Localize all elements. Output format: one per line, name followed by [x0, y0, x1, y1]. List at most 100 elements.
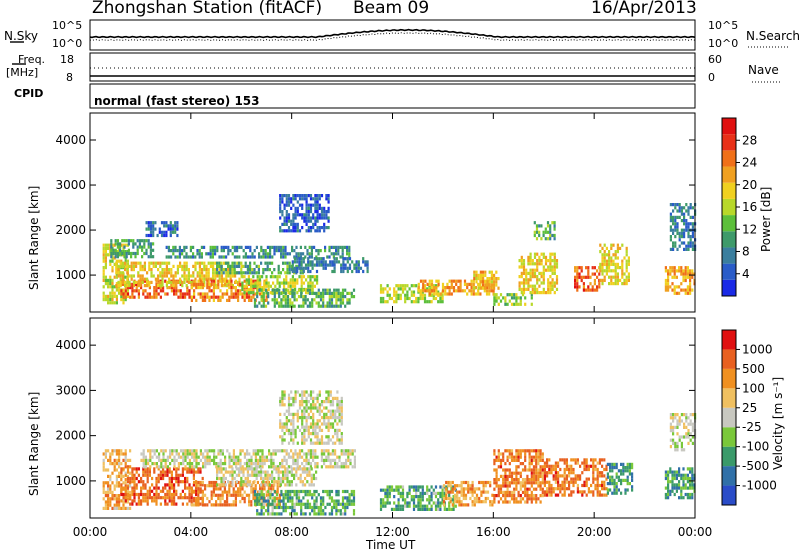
panel0-region-21: [669, 203, 697, 251]
xtick-label-1: 04:00: [174, 525, 209, 539]
panel0-colorbar-seg-4: [722, 215, 736, 232]
freq-label: Freq.: [18, 53, 46, 66]
freq-tick-bottom: 8: [66, 71, 73, 84]
panel0-region-15: [493, 293, 533, 306]
panel1-colorbar-seg-6: [722, 368, 736, 389]
panel0-cbtick-label-1: 8: [742, 245, 750, 259]
panel1-region-8: [442, 480, 494, 507]
panel0-ytick-label-0: 1000: [55, 268, 86, 282]
panel0-colorbar-seg-8: [722, 150, 736, 167]
cpid-label: CPID: [14, 87, 44, 100]
nsearch-trace: [89, 32, 696, 41]
panel1-region-11: [606, 462, 634, 495]
panel1-colorbar-seg-7: [722, 349, 736, 369]
panel1-colorbar-seg-5: [722, 388, 736, 408]
panel1-region-6: [253, 489, 356, 516]
panel1-region-12: [664, 467, 696, 500]
panel0-region-11: [291, 257, 369, 274]
nsky-trace: [89, 28, 696, 39]
nave-label: Nave: [748, 63, 779, 77]
panel0-colorbar-seg-0: [722, 279, 736, 296]
beam-label: Beam 09: [353, 0, 430, 18]
panel0-region-20: [664, 266, 696, 295]
panel1-cbtick-label-4: -25: [742, 420, 762, 434]
station-title: Zhongshan Station (fitACF): [92, 0, 323, 18]
panel1-region-4: [216, 467, 318, 487]
freq-panel-frame: [89, 52, 696, 82]
panel0-region-6: [165, 245, 351, 259]
cpid-panel-frame: [89, 83, 696, 109]
nsky-tick-top: 10^5: [52, 19, 83, 32]
panel0-region-4: [145, 221, 179, 238]
panel0-region-18: [574, 266, 601, 292]
date-label: 16/Apr/2013: [591, 0, 697, 18]
panel0-region-14: [473, 270, 500, 290]
panel1-colorbar-frame: [721, 329, 737, 506]
panel0-region-9: [253, 288, 356, 308]
panel1-region-5: [279, 390, 343, 445]
panel1-region-13: [669, 413, 697, 452]
panel0-colorbar-seg-10: [722, 118, 736, 135]
panel0-region-7: [216, 261, 304, 275]
panel0-colorbar-seg-3: [722, 231, 736, 248]
xtick-label-6: 00:00: [678, 525, 713, 539]
xtick-label-5: 20:00: [577, 525, 612, 539]
freq-tick-top: 18: [60, 53, 74, 66]
xtick-label-3: 12:00: [375, 525, 410, 539]
panel1-cbtick-label-7: -1000: [742, 479, 777, 493]
xtick-label-4: 16:00: [476, 525, 511, 539]
panel0-ytick-label-2: 3000: [55, 178, 86, 192]
panel1-colorbar-seg-8: [722, 330, 736, 350]
panel1-cbtick-label-3: 25: [742, 401, 757, 415]
nsky-right-tick-top: 10^5: [708, 19, 739, 32]
panel0-cbtick-label-0: 4: [742, 267, 750, 281]
panel0-cbtick-label-6: 28: [742, 133, 757, 147]
panel0-colorbar-seg-9: [722, 134, 736, 151]
panel0-colorbar-seg-2: [722, 247, 736, 264]
freq-unit: [MHz]: [6, 66, 39, 79]
nsky-tick-bottom: 10^0: [52, 37, 83, 50]
nsearch-label: N.Search: [746, 29, 800, 43]
panel1-colorbar-seg-0: [722, 485, 736, 505]
nsky-label: N.Sky: [4, 29, 39, 43]
panel1-cbtick-label-6: -500: [742, 459, 769, 473]
panel1-cbtick-label-0: 1000: [742, 342, 773, 356]
panel1-cbtick-label-2: 100: [742, 381, 765, 395]
panel0-cbtick-label-4: 20: [742, 178, 757, 192]
nsky-right-tick-bottom: 10^0: [708, 37, 739, 50]
panel0-region-3: [110, 239, 155, 259]
panel0-ytick-label-3: 4000: [55, 133, 86, 147]
panel0-colorbar-seg-5: [722, 198, 736, 216]
xtick-label-2: 08:00: [274, 525, 309, 539]
time-axis-label: Time UT: [366, 538, 416, 552]
panel0-colorbar-seg-7: [722, 166, 736, 183]
panel0-colorbar-seg-1: [722, 263, 736, 280]
panel0-colorbar-seg-6: [722, 182, 736, 199]
nave-tick-bottom: 0: [708, 71, 715, 84]
panel1-ytick-label-2: 3000: [55, 383, 86, 397]
nsky-panel-frame: [89, 19, 696, 51]
panel1-ytick-label-3: 4000: [55, 338, 86, 352]
panel1-colorbar-seg-3: [722, 427, 736, 447]
panel0-region-17: [533, 221, 556, 241]
panel1-colorbar-seg-1: [722, 466, 736, 486]
panel1-ytick-label-0: 1000: [55, 474, 86, 488]
cpid-text: normal (fast stereo) 153: [94, 94, 260, 108]
panel1-region-3: [140, 449, 356, 469]
panel1-ytick-label-1: 2000: [55, 429, 86, 443]
panel0-cbtick-label-3: 16: [742, 200, 757, 214]
panel0-region-10: [279, 194, 330, 233]
panel0-region-19: [599, 243, 630, 286]
panel0-region-16: [518, 252, 559, 295]
nave-tick-top: 60: [708, 53, 722, 66]
panel0-ytick-label-1: 2000: [55, 223, 86, 237]
panel1-colorbar-seg-4: [722, 407, 736, 428]
panel1-region-7: [379, 485, 457, 511]
panel0-cbtick-label-5: 24: [742, 156, 757, 170]
panel0-region-2: [115, 261, 243, 288]
xtick-label-0: 00:00: [73, 525, 108, 539]
panel1-cbtick-label-1: 500: [742, 362, 765, 376]
panel1-colorbar-seg-2: [722, 446, 736, 467]
panel1-region-9: [493, 449, 544, 504]
